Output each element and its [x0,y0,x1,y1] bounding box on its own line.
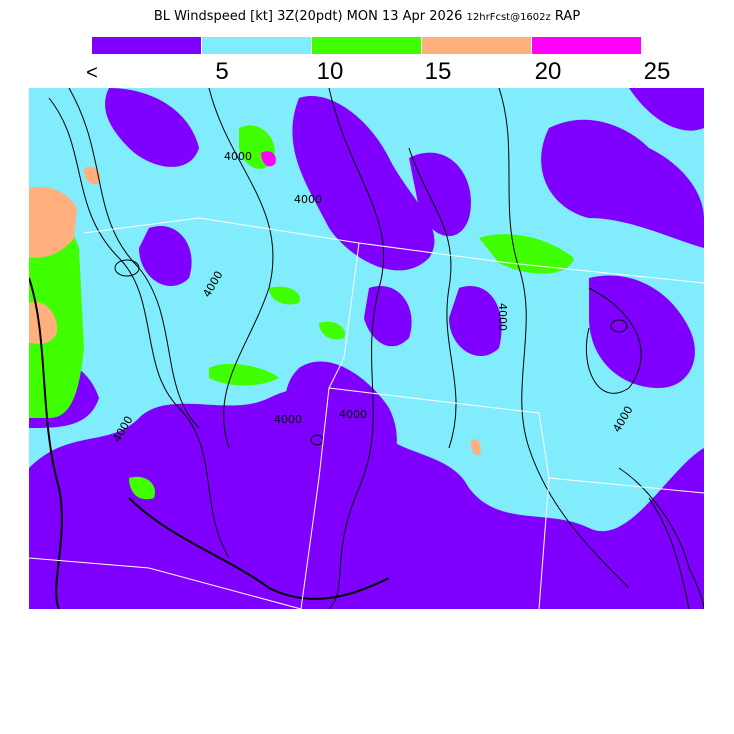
colorbar-label: 25 [643,58,671,85]
windspeed-map: 4000 4000 4000 4000 4000 4000 4000 4000 [29,88,704,609]
contour-label: 4000 [339,408,367,421]
contour-label: 4000 [224,150,252,163]
colorbar-label: < [86,62,98,84]
colorbar-bin-0-5 [92,37,201,54]
contour-label: 4000 [274,413,302,426]
contour-label: 4000 [294,193,322,206]
colorbar-label: 5 [215,58,229,85]
colorbar-label: 15 [424,58,452,85]
wind-fill-15-20 [29,166,481,456]
colorbar-label: 10 [316,58,344,85]
terrain-contours [29,88,704,609]
colorbar-bin-10-15 [312,37,421,54]
wind-fill-20-25 [261,151,276,167]
state-borders [29,217,704,609]
title-model: RAP [554,9,581,24]
colorbar-label: 20 [534,58,562,85]
colorbar-bin-15-20 [422,37,531,54]
map-title: BL Windspeed [kt] 3Z(20pdt) MON 13 Apr 2… [0,9,734,24]
colorbar [92,37,642,54]
title-main: BL Windspeed [kt] 3Z(20pdt) MON 13 Apr 2… [153,9,463,24]
colorbar-bin-5-10 [202,37,311,54]
contour-label: 4000 [496,303,509,331]
title-forecast: 12hrFcst@1602z [466,12,551,23]
colorbar-bin-20-25 [532,37,641,54]
